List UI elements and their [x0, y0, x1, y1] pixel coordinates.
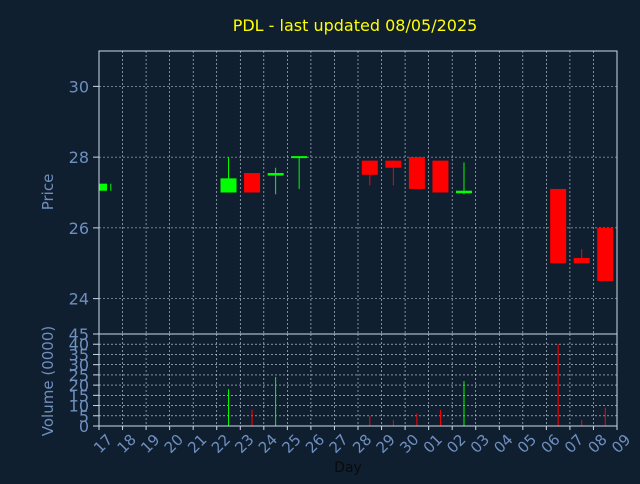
x-tick-label: 29 — [373, 431, 399, 457]
volume-bars — [228, 344, 606, 426]
price-tick-label: 24 — [69, 290, 89, 309]
x-ticks: 1718192021222324252627282930010203040506… — [90, 426, 634, 457]
x-tick-label: 05 — [514, 431, 540, 457]
candle-body — [267, 173, 284, 176]
candle-body — [408, 157, 425, 189]
x-tick-label: 21 — [184, 431, 210, 457]
volume-tick-label: 15 — [69, 386, 89, 405]
price-tick-label: 28 — [69, 148, 89, 167]
x-tick-label: 09 — [608, 431, 634, 457]
x-tick-label: 27 — [326, 431, 352, 457]
x-tick-label: 22 — [208, 431, 234, 457]
x-tick-label: 04 — [490, 431, 516, 457]
x-tick-label: 18 — [114, 431, 140, 457]
candle-body — [550, 188, 567, 264]
volume-tick-label: 5 — [79, 407, 89, 426]
candle-body — [432, 160, 449, 193]
volume-grid — [99, 334, 617, 426]
price-tick-label: 26 — [69, 219, 89, 238]
x-tick-label: 25 — [278, 431, 304, 457]
x-tick-label: 17 — [90, 431, 116, 457]
x-tick-label: 03 — [467, 431, 493, 457]
volume-tick-label: 0 — [79, 417, 89, 436]
volume-tick-label: 45 — [69, 325, 89, 344]
candle-body — [220, 178, 237, 193]
price-grid — [99, 51, 617, 334]
volume-tick-label: 25 — [69, 366, 89, 385]
candle-body — [99, 183, 107, 191]
volume-tick-label: 10 — [69, 397, 89, 416]
candle-body — [244, 173, 261, 193]
volume-axis-label: Volume (0000) — [39, 326, 57, 436]
candle-body — [455, 190, 472, 194]
x-tick-label: 02 — [443, 431, 469, 457]
candles — [99, 156, 614, 281]
x-tick-label: 24 — [255, 431, 281, 457]
candle-body — [291, 156, 308, 159]
x-tick-label: 06 — [537, 431, 563, 457]
x-tick-label: 08 — [585, 431, 611, 457]
candle-body — [597, 227, 614, 281]
volume-tick-label: 30 — [69, 356, 89, 375]
candle-body — [573, 257, 590, 264]
candle-body — [361, 160, 378, 175]
price-y-ticks: 24 26 28 30 — [69, 77, 99, 309]
price-tick-label: 30 — [69, 77, 89, 96]
x-tick-label: 19 — [137, 431, 163, 457]
volume-tick-label: 35 — [69, 345, 89, 364]
candle-body — [385, 160, 402, 168]
price-axis-label: Price — [39, 174, 57, 211]
x-tick-label: 28 — [349, 431, 375, 457]
x-tick-label: 07 — [561, 431, 587, 457]
x-tick-label: 23 — [231, 431, 257, 457]
chart-title: PDL - last updated 08/05/2025 — [233, 16, 478, 35]
volume-panel-frame — [98, 333, 618, 427]
x-tick-label: 01 — [420, 431, 446, 457]
x-axis-label: Day — [334, 460, 362, 476]
volume-tick-label: 20 — [69, 376, 89, 395]
x-tick-label: 30 — [396, 431, 422, 457]
x-tick-label: 26 — [302, 431, 328, 457]
volume-tick-label: 40 — [69, 335, 89, 354]
x-tick-label: 20 — [161, 431, 187, 457]
